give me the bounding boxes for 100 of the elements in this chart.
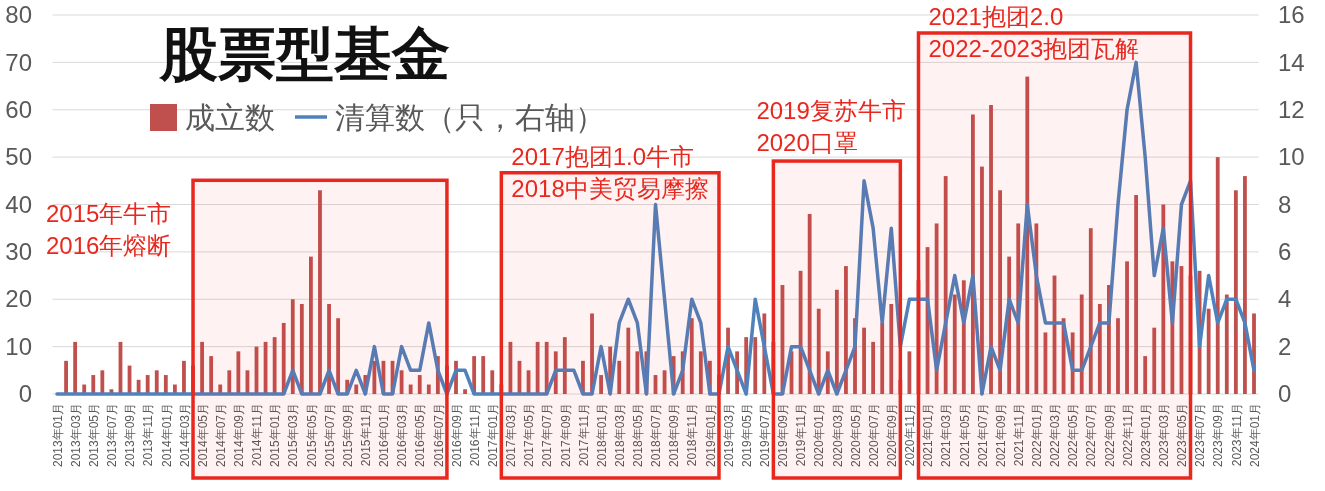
y2-tick-label: 16: [1278, 1, 1305, 29]
legend-label: 成立数: [185, 101, 275, 134]
bar: [880, 322, 885, 394]
bar: [408, 384, 413, 394]
x-tick-label: 2015年01月: [268, 403, 283, 468]
bar: [1143, 356, 1148, 394]
x-tick-label: 2021年11月: [1011, 403, 1026, 467]
bar: [1097, 303, 1102, 394]
y2-tick-label: 4: [1278, 285, 1292, 313]
bar: [236, 351, 241, 394]
bar: [1134, 195, 1139, 394]
bar: [970, 114, 975, 394]
x-tick-label: 2022年07月: [1084, 403, 1099, 468]
bar: [1116, 318, 1120, 394]
y-tick-label: 20: [5, 285, 32, 313]
bar: [73, 341, 78, 394]
bar: [191, 365, 195, 394]
bar: [354, 384, 359, 394]
bar: [599, 375, 603, 394]
bar: [807, 213, 812, 394]
x-tick-label: 2015年03月: [286, 403, 301, 468]
bar: [862, 327, 866, 394]
x-tick-label: 2017年01月: [485, 403, 500, 468]
bar: [844, 266, 848, 394]
bar: [426, 384, 431, 394]
bar: [272, 337, 277, 394]
bar: [1088, 228, 1093, 394]
band-label: 2015年牛市 2016年熔断: [45, 200, 179, 260]
x-tick-label: 2020年11月: [903, 403, 918, 467]
x-tick-label: 2022年01月: [1030, 403, 1045, 468]
x-tick-label: 2022年09月: [1102, 403, 1117, 468]
x-tick-label: 2023年07月: [1193, 403, 1208, 468]
x-tick-label: 2014年09月: [232, 403, 247, 468]
chart-title: 股票型基金: [158, 22, 450, 87]
x-tick-label: 2016年03月: [395, 403, 410, 468]
y2-tick-label: 2: [1278, 332, 1292, 360]
x-tick-label: 2016年11月: [467, 403, 482, 467]
x-tick-label: 2016年01月: [377, 403, 392, 468]
x-tick-label: 2016年05月: [413, 403, 428, 468]
x-tick-label: 2020年07月: [866, 403, 881, 468]
x-tick-label: 2019年09月: [776, 403, 791, 468]
x-tick-label: 2013年03月: [68, 403, 83, 468]
x-tick-label: 2018年09月: [667, 403, 682, 468]
bar: [463, 389, 467, 394]
legend-label: 清算数（只，右轴）: [335, 101, 605, 134]
bar: [1224, 294, 1229, 394]
x-tick-label: 2015年07月: [322, 403, 337, 468]
x-tick-label: 2014年03月: [177, 403, 192, 468]
x-tick-label: 2023年09月: [1211, 403, 1226, 468]
x-tick-label: 2021年07月: [975, 403, 990, 468]
y-tick-label: 50: [5, 143, 32, 171]
bar: [336, 318, 341, 394]
x-tick-label: 2015年11月: [359, 403, 374, 467]
x-tick-label: 2014年05月: [195, 403, 210, 468]
x-tick-label: 2017年11月: [576, 403, 591, 467]
x-tick-label: 2022年11月: [1120, 403, 1135, 467]
x-tick-label: 2023年01月: [1138, 403, 1153, 468]
x-tick-label: 2017年03月: [504, 403, 519, 468]
x-tick-label: 2014年01月: [159, 403, 174, 468]
x-tick-label: 2013年09月: [123, 403, 138, 468]
y-tick-label: 40: [5, 190, 32, 218]
bar: [417, 375, 422, 394]
x-tick-label: 2017年09月: [558, 403, 573, 468]
y-tick-label: 10: [5, 332, 32, 360]
y2-tick-label: 10: [1278, 143, 1305, 171]
bar: [562, 337, 567, 394]
x-tick-label: 2019年07月: [758, 403, 773, 468]
y2-tick-label: 8: [1278, 190, 1292, 218]
x-tick-label: 2020年05月: [848, 403, 863, 468]
x-tick-label: 2021年01月: [921, 403, 936, 468]
x-tick-label: 2019年11月: [794, 403, 809, 467]
x-tick-label: 2018年11月: [685, 403, 700, 467]
x-tick-label: 2021年09月: [993, 403, 1008, 468]
bar: [1206, 308, 1211, 394]
x-tick-label: 2023年11月: [1229, 403, 1244, 467]
bar: [889, 303, 894, 394]
bar: [689, 318, 694, 394]
bar: [209, 356, 214, 394]
bar: [154, 370, 159, 394]
x-tick-label: 2024年01月: [1247, 403, 1262, 468]
y2-tick-label: 12: [1278, 95, 1305, 123]
bar: [1243, 176, 1247, 394]
y2-tick-label: 14: [1278, 48, 1305, 76]
bar: [871, 341, 876, 394]
bar: [989, 105, 993, 394]
x-tick-label: 2015年09月: [340, 403, 355, 468]
x-tick-label: 2013年11月: [141, 403, 156, 467]
bar: [998, 190, 1002, 394]
x-tick-label: 2022年05月: [1066, 403, 1081, 468]
x-tick-label: 2017年05月: [522, 403, 537, 468]
x-tick-label: 2019年05月: [739, 403, 754, 468]
bar: [490, 370, 495, 394]
band-label: 2021抱团2.0 2022-2023抱团瓦解: [928, 3, 1140, 62]
x-tick-label: 2018年05月: [631, 403, 646, 468]
x-tick-label: 2015年05月: [304, 403, 319, 468]
x-tick-label: 2020年09月: [884, 403, 899, 468]
x-tick-label: 2016年09月: [449, 403, 464, 468]
x-tick-label: 2023年03月: [1157, 403, 1172, 468]
x-tick-label: 2018年03月: [612, 403, 627, 468]
band-label: 2019复苏牛市 2020口罩: [756, 97, 913, 157]
